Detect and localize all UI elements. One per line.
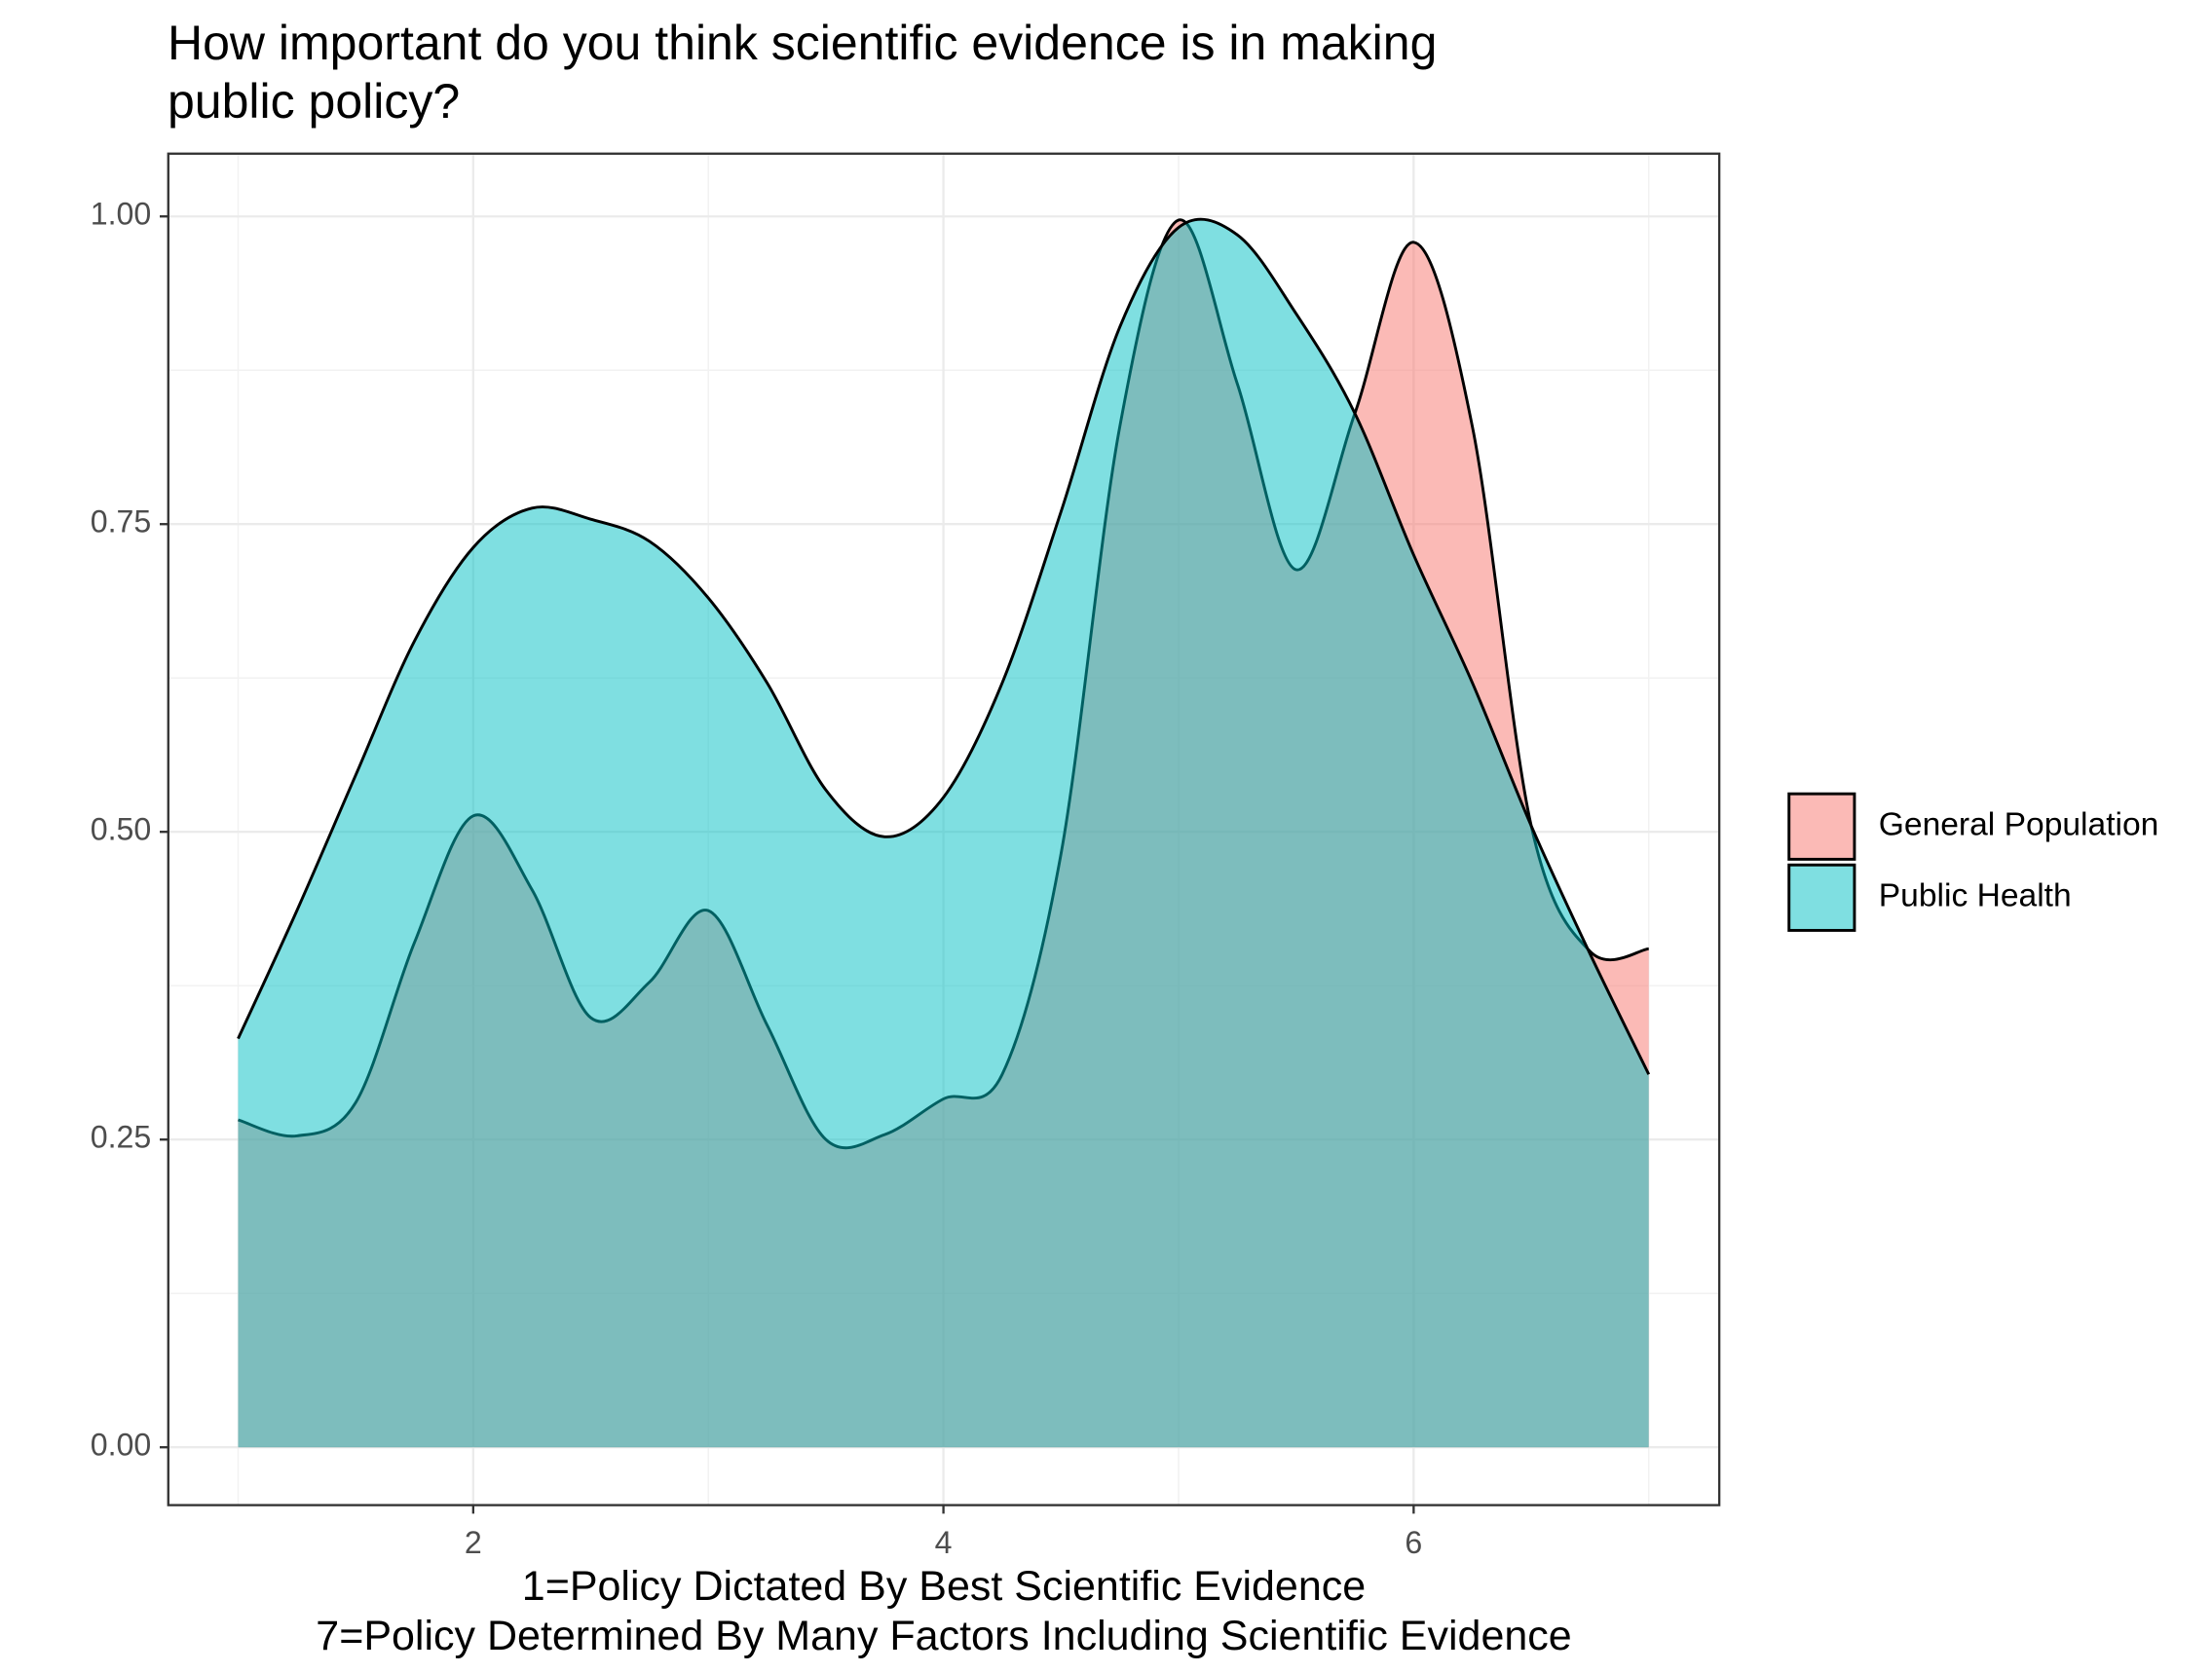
legend-key — [1787, 863, 1856, 932]
area — [238, 219, 1649, 1448]
legend-label: Public Health — [1879, 878, 2072, 914]
chart-title: How important do you think scientific ev… — [168, 16, 1438, 129]
legend-key — [1787, 792, 1856, 861]
y-tick-label: 0.00 — [91, 1428, 152, 1463]
x-tick-label: 2 — [465, 1525, 482, 1560]
x-axis-label: 1=Policy Dictated By Best Scientific Evi… — [316, 1563, 1572, 1659]
y-tick-label: 1.00 — [91, 197, 152, 232]
y-tick-label: 0.75 — [91, 504, 152, 539]
y-tick-label: 0.50 — [91, 812, 152, 847]
y-tick-label: 0.25 — [91, 1120, 152, 1155]
area-outline — [237, 217, 1651, 1075]
x-tick-label: 4 — [935, 1525, 953, 1560]
x-tick-label: 6 — [1405, 1525, 1422, 1560]
legend-label: General Population — [1879, 807, 2159, 843]
